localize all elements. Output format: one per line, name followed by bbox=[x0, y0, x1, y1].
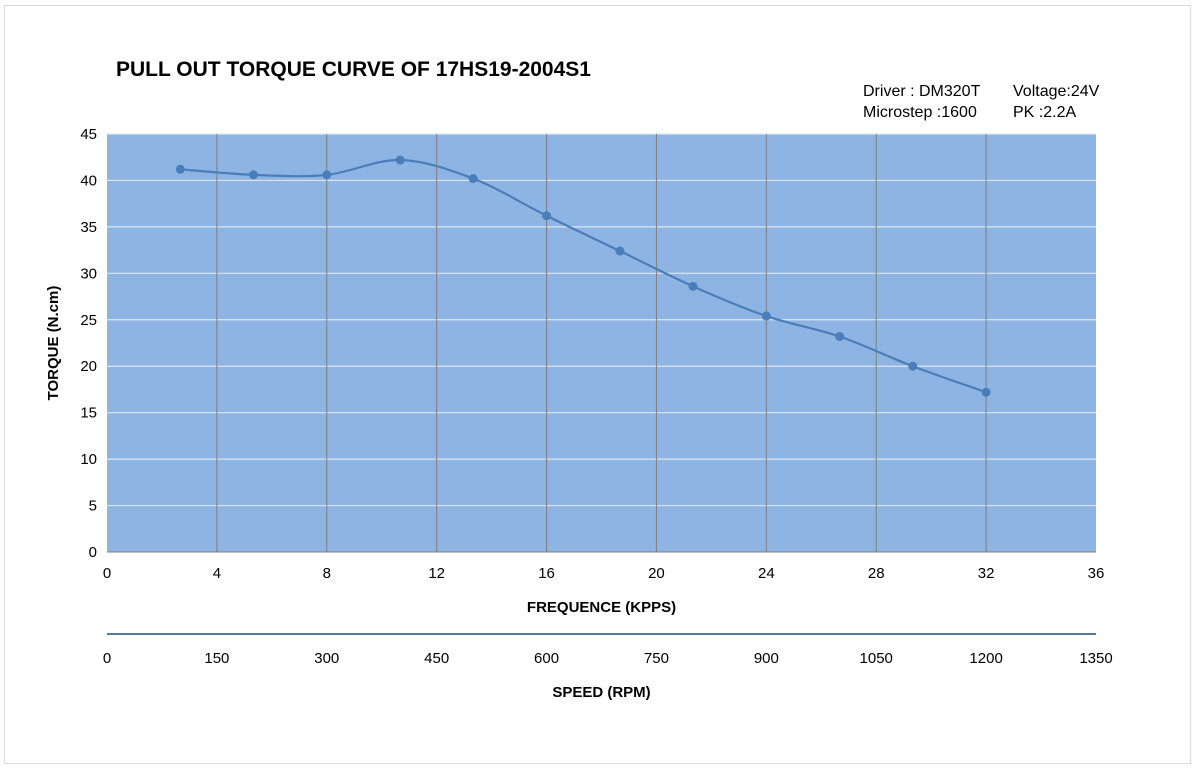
y-tick-label: 25 bbox=[80, 312, 97, 329]
x-tick-label: 28 bbox=[868, 565, 885, 582]
x-tick-label: 36 bbox=[1088, 565, 1105, 582]
x-tick-label: 4 bbox=[213, 565, 221, 582]
x-tick-label: 0 bbox=[103, 565, 111, 582]
y-tick-label: 10 bbox=[80, 451, 97, 468]
data-point bbox=[615, 246, 625, 256]
y-tick-label: 30 bbox=[80, 265, 97, 282]
speed-tick-label: 150 bbox=[204, 650, 229, 667]
y-tick-labels: 0 5 10 15 20 25 30 35 40 45 bbox=[80, 126, 97, 561]
data-point bbox=[395, 155, 405, 165]
data-point bbox=[322, 170, 332, 180]
y-tick-label: 45 bbox=[80, 126, 97, 143]
data-point bbox=[761, 311, 771, 321]
voltage-info: Voltage:24V bbox=[1013, 83, 1100, 100]
y-tick-label: 5 bbox=[89, 498, 97, 515]
data-point bbox=[908, 361, 918, 371]
speed-tick-label: 600 bbox=[534, 650, 559, 667]
data-point bbox=[468, 174, 478, 184]
speed-axis-label: SPEED (RPM) bbox=[552, 684, 650, 701]
microstep-info: Microstep :1600 bbox=[863, 104, 977, 121]
plot-area bbox=[107, 134, 1096, 552]
speed-tick-labels: 0 150 300 450 600 750 900 1050 1200 1350 bbox=[103, 650, 1113, 667]
x-axis-label: FREQUENCE (KPPS) bbox=[527, 599, 676, 616]
y-tick-label: 20 bbox=[80, 358, 97, 375]
vertical-gridlines bbox=[107, 134, 1096, 553]
y-axis-label: TORQUE (N.cm) bbox=[45, 286, 62, 401]
torque-series-points bbox=[175, 155, 991, 397]
speed-tick-label: 1350 bbox=[1079, 650, 1112, 667]
chart-title: PULL OUT TORQUE CURVE OF 17HS19-2004S1 bbox=[116, 58, 591, 81]
speed-tick-label: 1050 bbox=[860, 650, 893, 667]
y-tick-label: 35 bbox=[80, 219, 97, 236]
speed-tick-label: 900 bbox=[754, 650, 779, 667]
x-tick-label: 32 bbox=[978, 565, 995, 582]
y-tick-label: 40 bbox=[80, 172, 97, 189]
driver-info: Driver : DM320T bbox=[863, 83, 981, 100]
x-tick-labels: 0 4 8 12 16 20 24 28 32 36 bbox=[103, 565, 1105, 582]
horizontal-gridlines bbox=[107, 133, 1096, 507]
data-point bbox=[175, 164, 185, 174]
data-point bbox=[248, 170, 258, 180]
x-tick-label: 16 bbox=[538, 565, 555, 582]
speed-tick-label: 750 bbox=[644, 650, 669, 667]
x-tick-label: 8 bbox=[323, 565, 331, 582]
speed-tick-label: 300 bbox=[314, 650, 339, 667]
speed-tick-label: 1200 bbox=[969, 650, 1002, 667]
x-tick-label: 12 bbox=[428, 565, 445, 582]
speed-tick-label: 450 bbox=[424, 650, 449, 667]
x-tick-label: 24 bbox=[758, 565, 775, 582]
x-tick-label: 20 bbox=[648, 565, 665, 582]
pk-info: PK :2.2A bbox=[1013, 104, 1077, 121]
y-tick-label: 0 bbox=[89, 544, 97, 561]
y-tick-label: 15 bbox=[80, 405, 97, 422]
data-point bbox=[835, 331, 845, 341]
speed-tick-label: 0 bbox=[103, 650, 111, 667]
data-point bbox=[542, 211, 552, 221]
data-point bbox=[981, 387, 991, 397]
data-point bbox=[688, 281, 698, 291]
